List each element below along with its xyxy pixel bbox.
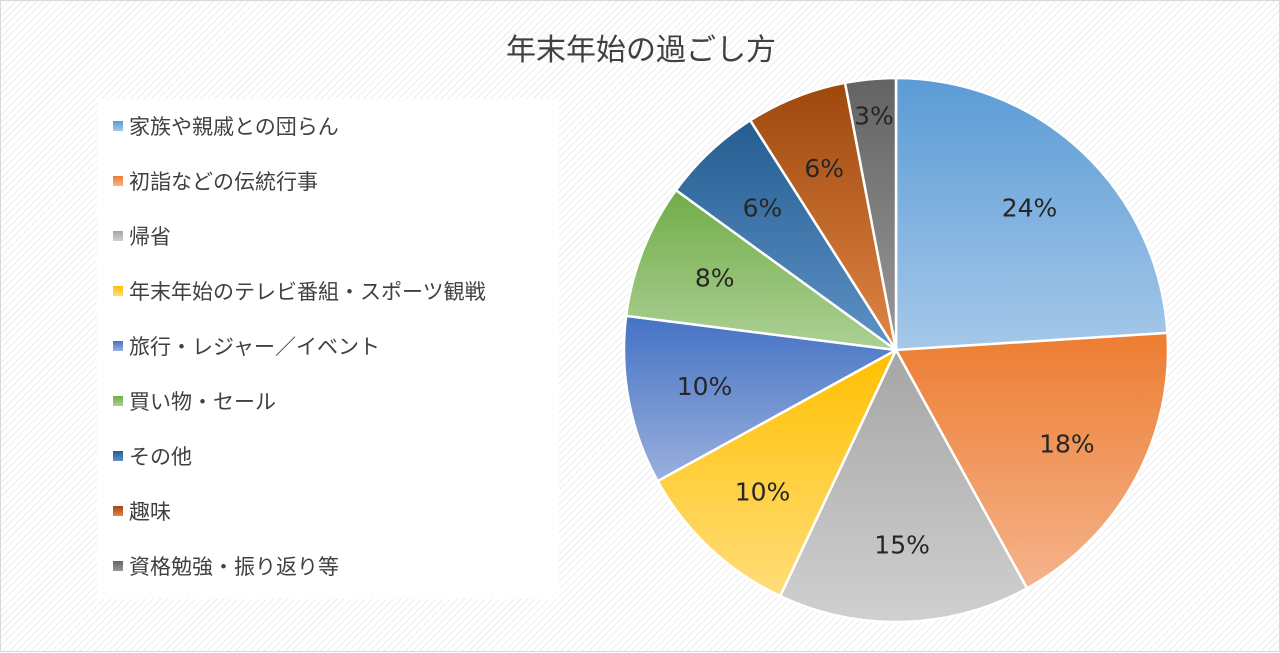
legend-label: 旅行・レジャー／イベント: [129, 335, 380, 359]
pie-slice: [624, 188, 898, 352]
legend-item: 初詣などの伝統行事: [113, 166, 318, 196]
slice-data-label: 10%: [677, 372, 733, 401]
legend-item: 資格勉強・振り返り等: [113, 551, 339, 581]
legend-swatch: [113, 231, 123, 241]
legend-swatch: [113, 286, 123, 296]
legend-label: 年末年始のテレビ番組・スポーツ観戦: [129, 280, 486, 304]
slice-data-label: 24%: [1002, 193, 1058, 222]
legend-label: 資格勉強・振り返り等: [129, 555, 339, 579]
legend-swatch: [113, 561, 123, 571]
chart-title: 年末年始の過ごし方: [506, 33, 776, 68]
legend-swatch: [113, 396, 123, 406]
slice-data-label: 8%: [695, 264, 735, 293]
legend-item: 年末年始のテレビ番組・スポーツ観戦: [113, 276, 486, 306]
legend: 家族や親戚との団らん 初詣などの伝統行事 帰省 年末年始のテレビ番組・スポーツ観…: [97, 99, 559, 599]
pie-labels: 24% 18% 15% 10% 10% 8% 6% 6% 3%: [677, 102, 1095, 560]
slice-data-label: 10%: [735, 478, 791, 507]
legend-swatch: [113, 451, 123, 461]
slice-data-label: 6%: [804, 154, 844, 183]
pie-slice: [656, 348, 898, 598]
slice-data-label: 18%: [1039, 429, 1095, 458]
legend-item: その他: [113, 441, 192, 471]
pie-slice: [778, 348, 1029, 624]
pie-slice: [843, 76, 898, 352]
pie-slices: [622, 76, 1170, 624]
legend-swatch: [113, 506, 123, 516]
legend-item: 旅行・レジャー／イベント: [113, 331, 380, 361]
slice-data-label: 6%: [743, 193, 783, 222]
legend-swatch: [113, 341, 123, 351]
pie-slice: [894, 76, 1169, 352]
legend-item: 趣味: [113, 496, 171, 526]
pie-slice: [894, 331, 1170, 590]
slice-data-label: 15%: [874, 530, 930, 559]
legend-label: 買い物・セール: [129, 390, 276, 414]
slice-data-label: 3%: [854, 102, 894, 131]
pie-slice: [622, 314, 898, 483]
legend-swatch: [113, 176, 123, 186]
legend-label: 家族や親戚との団らん: [129, 115, 339, 139]
legend-swatch: [113, 121, 123, 131]
legend-item: 家族や親戚との団らん: [113, 111, 339, 141]
legend-label: その他: [129, 445, 192, 469]
legend-item: 買い物・セール: [113, 386, 276, 416]
legend-label: 帰省: [129, 225, 171, 249]
legend-item: 帰省: [113, 221, 171, 251]
legend-label: 趣味: [129, 500, 171, 524]
legend-label: 初詣などの伝統行事: [129, 170, 318, 194]
